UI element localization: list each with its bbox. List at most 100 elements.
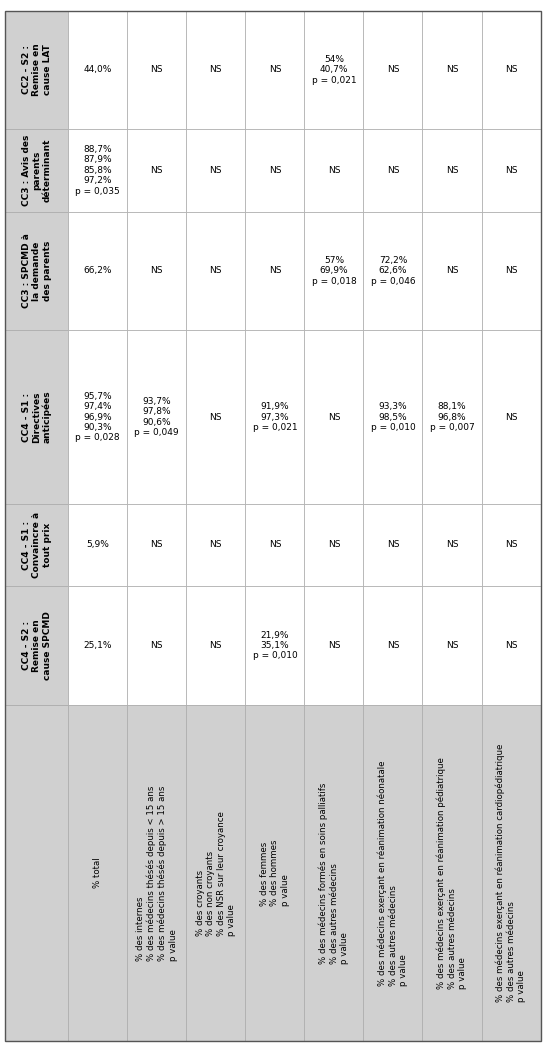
Text: 44,0%: 44,0% [84,65,112,75]
Text: 5,9%: 5,9% [86,541,109,549]
Bar [482,586,541,705]
Text: % des croyants
% des non croyants
% des NSR sur leur croyance
p value: % des croyants % des non croyants % des … [195,811,236,935]
Bar [5,705,68,1041]
Bar [68,586,127,705]
Text: CC4 - S2 :
Remise en
cause SPCMD: CC4 - S2 : Remise en cause SPCMD [22,611,52,680]
Bar [245,211,305,330]
Bar [482,129,541,211]
Bar [423,504,482,586]
Text: 93,7%
97,8%
90,6%
p = 0,049: 93,7% 97,8% 90,6% p = 0,049 [134,397,179,438]
Text: NS: NS [446,541,458,549]
Bar [482,504,541,586]
Text: NS: NS [151,266,163,276]
Text: NS: NS [328,641,340,650]
Bar [245,11,305,129]
Text: 88,7%
87,9%
85,8%
97,2%
p = 0,035: 88,7% 87,9% 85,8% 97,2% p = 0,035 [75,145,120,196]
Bar [127,11,186,129]
Text: NS: NS [387,541,399,549]
Text: NS: NS [210,641,222,650]
Bar [186,129,245,211]
Text: NS: NS [505,266,517,276]
Text: NS: NS [210,65,222,75]
Bar [5,129,68,211]
Text: NS: NS [446,65,458,75]
Text: 25,1%: 25,1% [84,641,112,650]
Text: % des médecins formés en soins palliatifs
% des autres médecins
p value: % des médecins formés en soins palliatif… [319,783,349,964]
Bar [186,705,245,1041]
Bar [305,504,364,586]
Text: NS: NS [387,641,399,650]
Text: NS: NS [210,412,222,422]
Bar [186,330,245,504]
Bar [482,705,541,1041]
Bar [423,11,482,129]
Bar [364,11,423,129]
Bar [364,129,423,211]
Bar [423,211,482,330]
Text: NS: NS [210,266,222,276]
Text: CC4 - S1 :
Directives
anticipées: CC4 - S1 : Directives anticipées [22,390,52,443]
Bar [5,11,68,705]
Text: CC4 - S1 :
Convaincre à
tout prix: CC4 - S1 : Convaincre à tout prix [22,512,52,578]
Text: CC3 : Avis des
parents
déterminant: CC3 : Avis des parents déterminant [22,135,52,206]
Bar [305,211,364,330]
Text: NS: NS [151,166,163,175]
Bar [305,11,364,129]
Text: % des médecins exerçant en réanimation pédiatrique
% des autres médecins
p value: % des médecins exerçant en réanimation p… [437,757,467,989]
Bar [5,330,68,504]
Text: CC3 : SPCMD à
la demande
des parents: CC3 : SPCMD à la demande des parents [22,234,52,308]
Bar [127,586,186,705]
Bar [245,330,305,504]
Text: NS: NS [505,166,517,175]
Bar [127,330,186,504]
Bar [127,129,186,211]
Text: NS: NS [328,166,340,175]
Text: CC2 - S2 :
Remise en
cause LAT: CC2 - S2 : Remise en cause LAT [22,43,52,97]
Text: NS: NS [269,65,281,75]
Bar [68,504,127,586]
Text: NS: NS [151,65,163,75]
Bar [305,330,364,504]
Text: NS: NS [505,641,517,650]
Bar [482,330,541,504]
Text: 57%
69,9%
p = 0,018: 57% 69,9% p = 0,018 [312,256,357,286]
Text: 54%
40,7%
p = 0,021: 54% 40,7% p = 0,021 [312,55,356,85]
Bar [186,211,245,330]
Text: % des internes
% des médecins thésés depuis < 15 ans
% des médecins thésés depui: % des internes % des médecins thésés dep… [136,786,177,960]
Bar [68,330,127,504]
Bar [364,586,423,705]
Bar [186,11,245,129]
Bar [68,211,127,330]
Text: NS: NS [446,266,458,276]
Text: NS: NS [505,412,517,422]
Text: NS: NS [328,541,340,549]
Bar [364,504,423,586]
Bar [127,705,186,1041]
Bar [68,11,127,129]
Text: NS: NS [505,541,517,549]
Text: % des médecins exerçant en réanimation néonatale
% des autres médecins
p value: % des médecins exerçant en réanimation n… [378,761,408,986]
Text: NS: NS [210,541,222,549]
Bar [245,129,305,211]
Bar [423,586,482,705]
Text: 88,1%
96,8%
p = 0,007: 88,1% 96,8% p = 0,007 [430,402,474,432]
Bar [186,586,245,705]
Bar [305,705,364,1041]
Bar [305,129,364,211]
Bar [305,586,364,705]
Bar [245,705,305,1041]
Bar [5,11,68,129]
Bar [68,705,127,1041]
Bar [186,504,245,586]
Text: NS: NS [269,266,281,276]
Bar [364,211,423,330]
Bar [68,129,127,211]
Bar [423,330,482,504]
Bar [482,211,541,330]
Text: % total: % total [93,857,102,889]
Bar [423,129,482,211]
Bar [482,11,541,129]
Text: NS: NS [151,641,163,650]
Text: 21,9%
35,1%
p = 0,010: 21,9% 35,1% p = 0,010 [252,630,297,661]
Text: 93,3%
98,5%
p = 0,010: 93,3% 98,5% p = 0,010 [371,402,416,432]
